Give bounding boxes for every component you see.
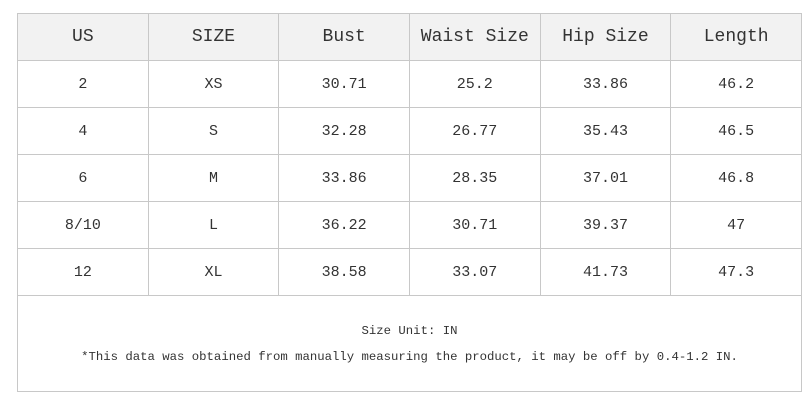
- table-cell: 37.01: [539, 154, 672, 202]
- header-cell: Length: [670, 13, 802, 61]
- table-cell: 47: [670, 201, 802, 249]
- table-cell: S: [147, 107, 280, 155]
- table-row: 4 S 32.28 26.77 35.43 46.5: [17, 107, 802, 155]
- table-cell: 36.22: [278, 201, 410, 249]
- size-table: US SIZE Bust Waist Size Hip Size Length 2 XS 30…: [17, 13, 802, 392]
- table-cell: 41.73: [539, 248, 672, 296]
- table-cell: XL: [147, 248, 280, 296]
- table-cell: 47.3: [670, 248, 802, 296]
- table-cell: 46.2: [670, 60, 802, 108]
- footer-row: Size Unit: IN *This data was obtained fr…: [17, 295, 802, 392]
- table-row: 6 M 33.86 28.35 37.01 46.8: [17, 154, 802, 202]
- table-cell: 25.2: [408, 60, 541, 108]
- table-cell: 26.77: [408, 107, 541, 155]
- table-cell: 33.86: [539, 60, 672, 108]
- size-unit: Size Unit: IN: [361, 323, 458, 338]
- table-cell: XS: [147, 60, 280, 108]
- header-row: US SIZE Bust Waist Size Hip Size Length: [17, 13, 802, 61]
- table-row: 12 XL 38.58 33.07 41.73 47.3: [17, 248, 802, 296]
- table-cell: 28.35: [408, 154, 541, 202]
- table-row: 8/10 L 36.22 30.71 39.37 47: [17, 201, 802, 249]
- table-cell: L: [147, 201, 280, 249]
- footnote: *This data was obtained from manually me…: [81, 349, 738, 364]
- table-cell: 38.58: [278, 248, 410, 296]
- footer-cell: Size Unit: IN *This data was obtained fr…: [17, 295, 802, 392]
- table-cell: 30.71: [278, 60, 410, 108]
- header-cell: US: [17, 13, 149, 61]
- table-cell: 4: [17, 107, 149, 155]
- table-cell: 39.37: [539, 201, 672, 249]
- table-cell: 35.43: [539, 107, 672, 155]
- table-cell: 46.5: [670, 107, 802, 155]
- table-cell: 6: [17, 154, 149, 202]
- table-cell: 32.28: [278, 107, 410, 155]
- table-cell: 2: [17, 60, 149, 108]
- header-cell: Hip Size: [539, 13, 672, 61]
- table-cell: 8/10: [17, 201, 149, 249]
- table-cell: 33.86: [278, 154, 410, 202]
- table-body: 2 XS 30.71 25.2 33.86 46.2 4 S 32.28 26.77 35.43 46…: [17, 60, 802, 296]
- header-cell: SIZE: [147, 13, 280, 61]
- table-cell: 33.07: [408, 248, 541, 296]
- table-cell: M: [147, 154, 280, 202]
- header-cell: Waist Size: [408, 13, 541, 61]
- table-row: 2 XS 30.71 25.2 33.86 46.2: [17, 60, 802, 108]
- header-cell: Bust: [278, 13, 410, 61]
- table-cell: 30.71: [408, 201, 541, 249]
- table-cell: 12: [17, 248, 149, 296]
- table-cell: 46.8: [670, 154, 802, 202]
